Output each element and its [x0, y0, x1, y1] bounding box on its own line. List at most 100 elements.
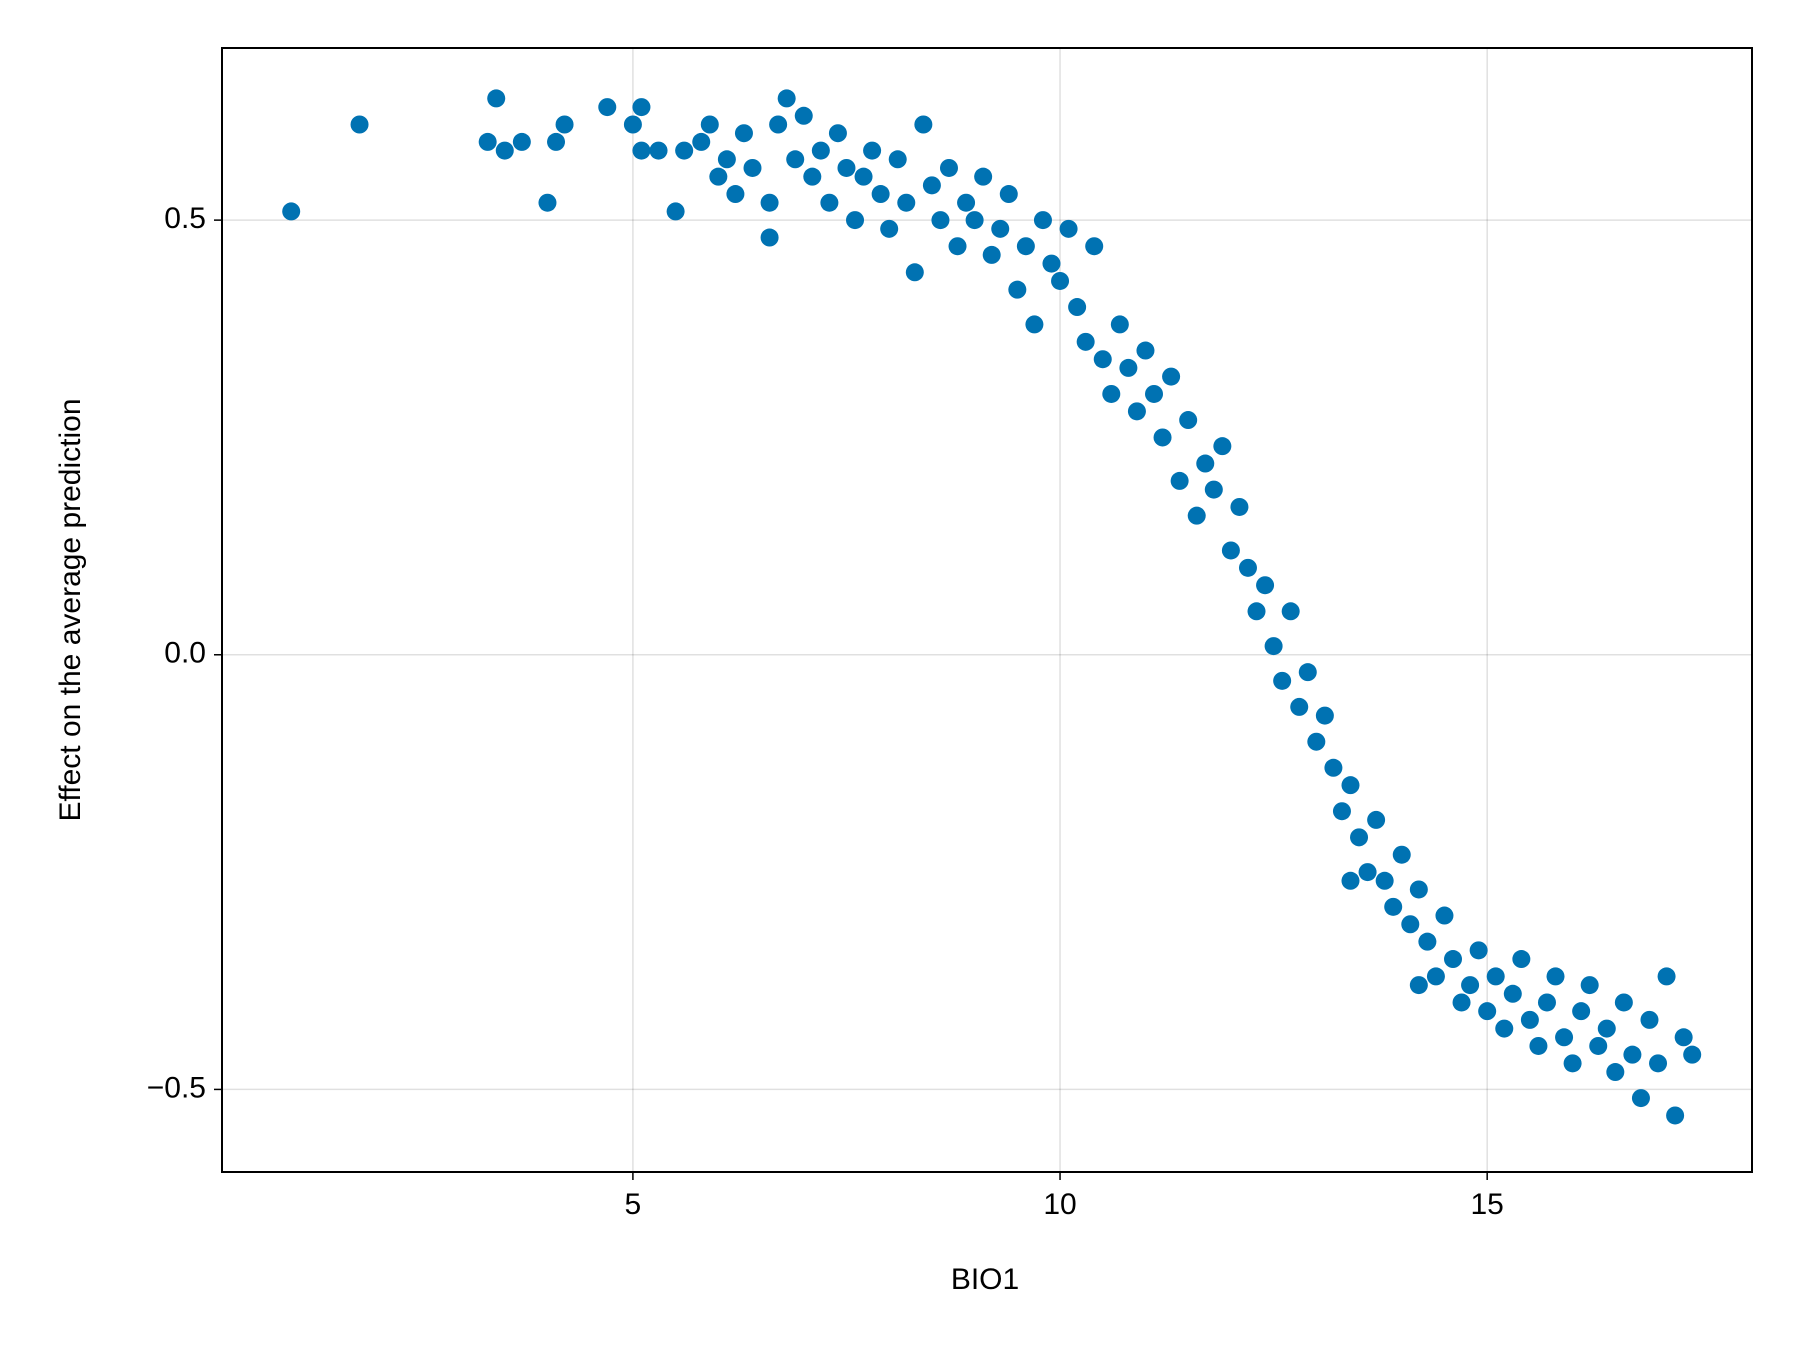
point — [931, 211, 950, 230]
point — [880, 219, 899, 238]
point — [1683, 1045, 1702, 1064]
point — [1025, 315, 1044, 334]
point — [1649, 1054, 1668, 1073]
point — [982, 245, 1001, 264]
point — [1042, 254, 1061, 273]
point — [1256, 576, 1275, 595]
x-axis-label: BIO1 — [951, 1263, 1019, 1296]
point — [1478, 1002, 1497, 1021]
point — [709, 167, 728, 186]
point — [1614, 993, 1633, 1012]
point — [914, 115, 933, 134]
point — [1512, 950, 1531, 969]
point — [1623, 1045, 1642, 1064]
point — [948, 237, 967, 256]
point — [1657, 967, 1676, 986]
y-tick-label: 0.5 — [164, 202, 206, 235]
point — [1537, 993, 1556, 1012]
point — [734, 124, 753, 143]
point — [700, 115, 719, 134]
point — [922, 176, 941, 195]
point — [846, 211, 865, 230]
point — [1401, 915, 1420, 934]
point — [1332, 802, 1351, 821]
point — [282, 202, 301, 221]
point — [863, 141, 882, 160]
point — [1409, 976, 1428, 995]
point — [905, 263, 924, 282]
point — [555, 115, 574, 134]
point — [1580, 976, 1599, 995]
point — [1016, 237, 1035, 256]
point — [1076, 332, 1095, 351]
point — [871, 185, 890, 204]
point — [1290, 697, 1309, 716]
point — [632, 141, 651, 160]
point — [1426, 967, 1445, 986]
point — [1597, 1019, 1616, 1038]
point — [1486, 967, 1505, 986]
point — [828, 124, 847, 143]
point — [965, 211, 984, 230]
point — [1350, 828, 1369, 847]
point — [1461, 976, 1480, 995]
point — [897, 193, 916, 212]
point — [811, 141, 830, 160]
point — [1059, 219, 1078, 238]
point — [1247, 602, 1266, 621]
x-tick-label: 15 — [1470, 1188, 1503, 1221]
point — [999, 185, 1018, 204]
point — [726, 185, 745, 204]
point — [1102, 384, 1121, 403]
point — [777, 89, 796, 108]
point — [820, 193, 839, 212]
point — [1093, 350, 1112, 369]
point — [1213, 437, 1232, 456]
point — [1221, 541, 1240, 560]
point — [495, 141, 514, 160]
point — [1051, 271, 1070, 290]
point — [939, 158, 958, 177]
point — [760, 193, 779, 212]
point — [743, 158, 762, 177]
y-tick-label: 0.0 — [164, 637, 206, 670]
point — [1127, 402, 1146, 421]
point — [1264, 637, 1283, 656]
point — [649, 141, 668, 160]
x-tick-label: 5 — [625, 1188, 642, 1221]
point — [769, 115, 788, 134]
point — [1273, 671, 1292, 690]
point — [1409, 880, 1428, 899]
point — [478, 132, 497, 151]
point — [1179, 411, 1198, 430]
point — [1145, 384, 1164, 403]
point — [1238, 558, 1257, 577]
point — [1384, 897, 1403, 916]
point — [1281, 602, 1300, 621]
point — [1555, 1028, 1574, 1047]
point — [1546, 967, 1565, 986]
point — [487, 89, 506, 108]
point — [1187, 506, 1206, 525]
point — [1341, 776, 1360, 795]
point — [1503, 984, 1522, 1003]
point — [1033, 211, 1052, 230]
point — [888, 150, 907, 169]
point — [632, 98, 651, 117]
point — [760, 228, 779, 247]
point — [692, 132, 711, 151]
point — [794, 106, 813, 125]
point — [1392, 845, 1411, 864]
point — [1640, 1010, 1659, 1029]
point — [854, 167, 873, 186]
point — [1375, 871, 1394, 890]
point — [1495, 1019, 1514, 1038]
point — [1589, 1036, 1608, 1055]
point — [837, 158, 856, 177]
point — [538, 193, 557, 212]
point — [1563, 1054, 1582, 1073]
point — [1452, 993, 1471, 1012]
point — [1520, 1010, 1539, 1029]
point — [1085, 237, 1104, 256]
